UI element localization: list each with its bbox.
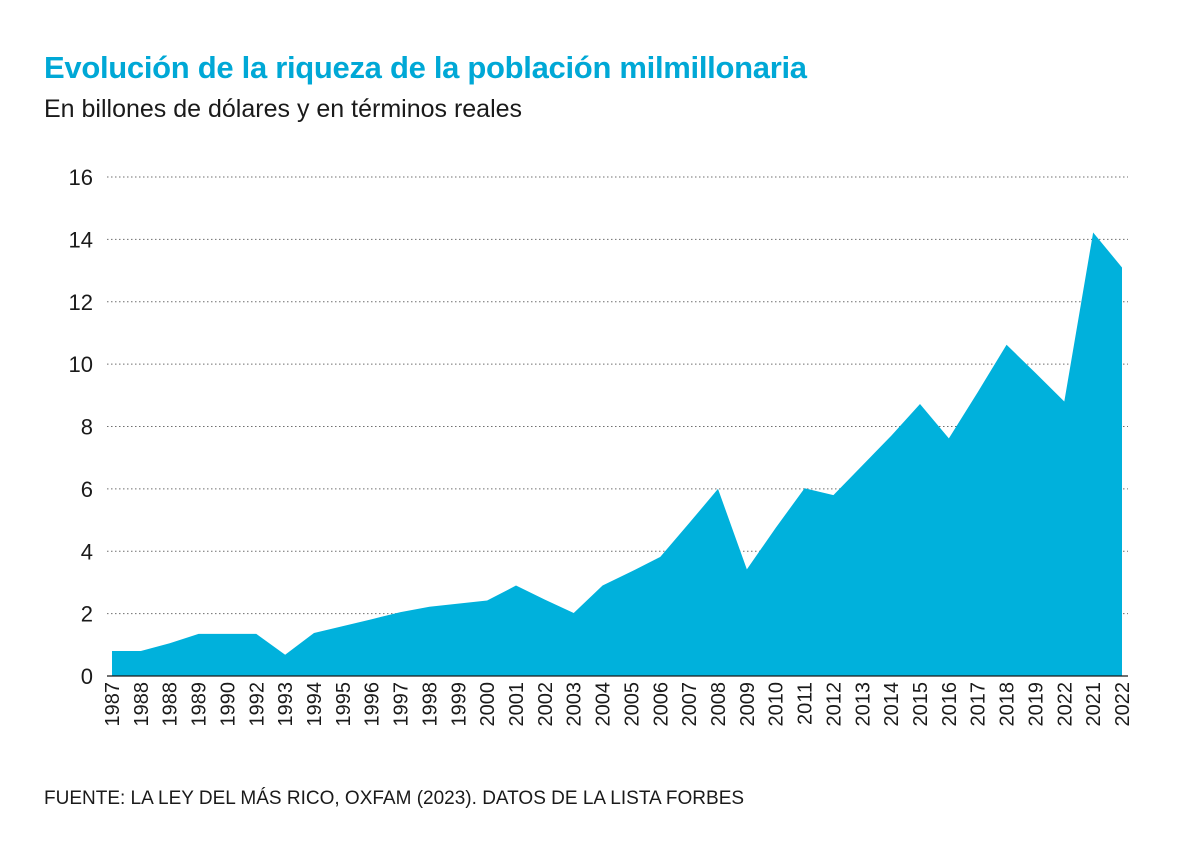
chart-title: Evolución de la riqueza de la población …	[44, 50, 807, 85]
x-tick-label: 1990	[217, 682, 239, 727]
x-tick-label: 2010	[766, 682, 788, 727]
x-tick-label: 1995	[333, 682, 355, 727]
x-tick-label: 1988	[131, 682, 153, 727]
x-tick-label: 1989	[189, 682, 211, 727]
x-tick-label: 1996	[362, 682, 384, 727]
x-tick-label: 1992	[246, 682, 268, 727]
y-tick-label: 8	[81, 415, 93, 440]
y-tick-label: 10	[69, 352, 93, 377]
x-tick-label: 1988	[160, 682, 182, 727]
x-tick-label: 2000	[477, 682, 499, 727]
x-tick-label: 1999	[448, 682, 470, 727]
y-axis-ticks: 0 2 4 6 8 10 12 14 16	[69, 165, 93, 689]
x-tick-label: 1998	[419, 682, 441, 727]
x-tick-label: 2004	[593, 682, 615, 727]
x-tick-label: 2016	[939, 682, 961, 727]
y-tick-label: 16	[69, 165, 93, 190]
x-tick-label: 2022	[1112, 682, 1134, 727]
x-tick-label: 2002	[535, 682, 557, 727]
x-tick-label: 2022	[1054, 682, 1076, 727]
x-tick-label: 2013	[852, 682, 874, 727]
series-area-group	[107, 232, 1128, 677]
x-tick-label: 2007	[679, 682, 701, 727]
y-tick-label: 2	[81, 602, 93, 627]
x-tick-label: 1987	[102, 682, 124, 727]
x-axis-ticks: 1987 1988 1988 1989 1990 1992 1993 1994 1995 1996…	[102, 682, 1134, 727]
x-tick-label: 2019	[1025, 682, 1047, 727]
x-tick-label: 2018	[997, 682, 1019, 727]
x-tick-label: 1997	[391, 682, 413, 727]
x-tick-label: 1994	[304, 682, 326, 727]
y-tick-label: 0	[81, 664, 93, 689]
x-tick-label: 2017	[968, 682, 990, 727]
x-tick-label: 2014	[881, 682, 903, 727]
x-tick-label: 2021	[1083, 682, 1105, 727]
chart-source: FUENTE: LA LEY DEL MÁS RICO, OXFAM (2023…	[44, 788, 745, 809]
x-tick-label: 2003	[564, 682, 586, 727]
x-tick-label: 1993	[275, 682, 297, 727]
y-tick-label: 4	[81, 539, 93, 564]
x-tick-label: 2012	[823, 682, 845, 727]
chart-subtitle: En billones de dólares y en términos rea…	[44, 95, 523, 123]
y-tick-label: 6	[81, 477, 93, 502]
y-tick-label: 14	[69, 227, 93, 252]
x-tick-label: 2001	[506, 682, 528, 727]
x-tick-label: 2011	[795, 682, 817, 725]
x-tick-label: 2006	[650, 682, 672, 727]
series-area	[112, 232, 1122, 676]
x-tick-label: 2005	[621, 682, 643, 727]
x-tick-label: 2009	[737, 682, 759, 727]
x-tick-label: 2015	[910, 682, 932, 727]
y-tick-label: 12	[69, 290, 93, 315]
x-tick-label: 2008	[708, 682, 730, 727]
